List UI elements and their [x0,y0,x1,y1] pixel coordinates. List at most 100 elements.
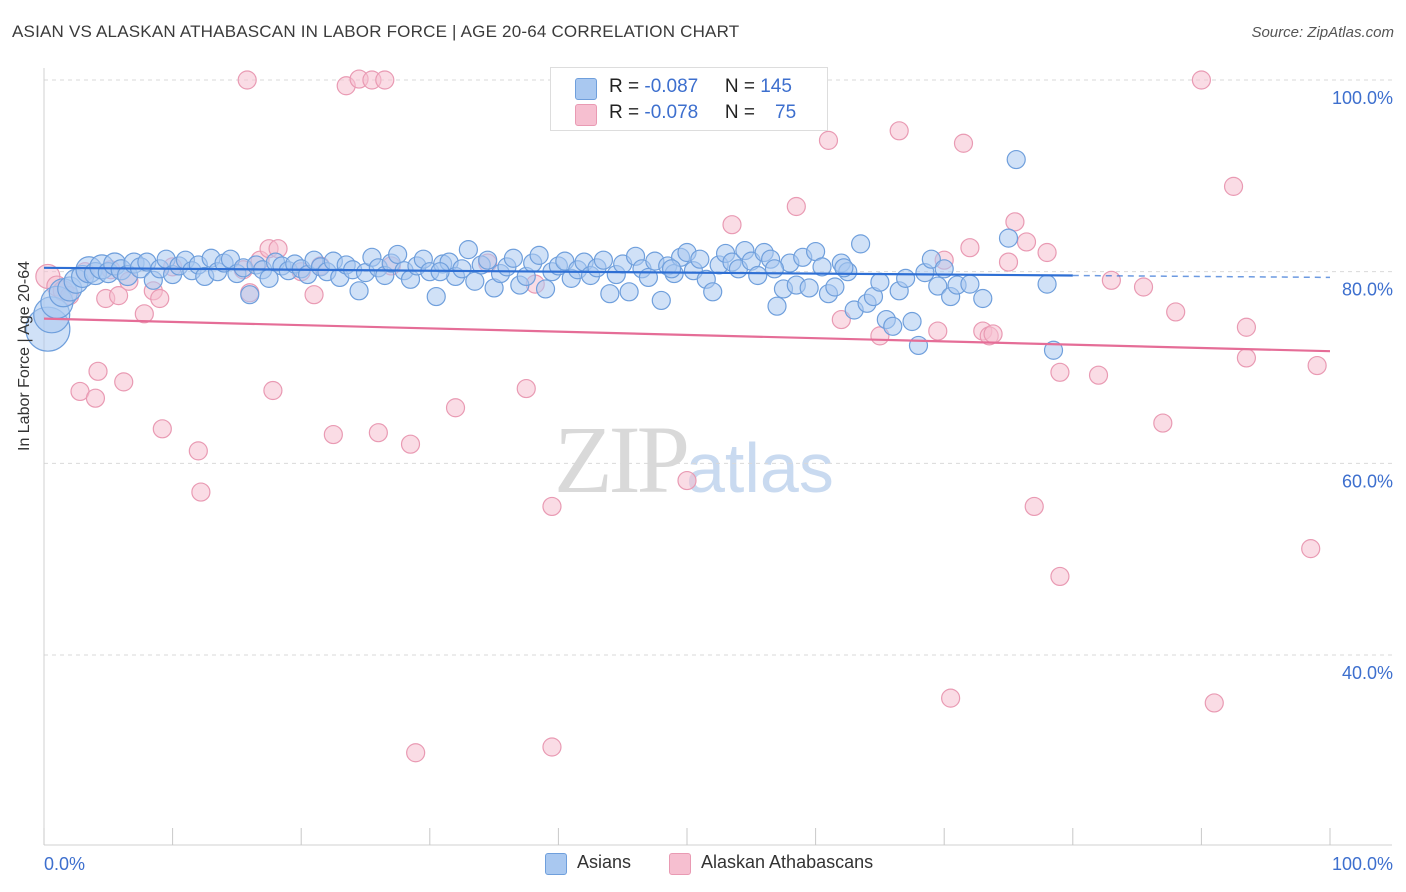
athabascans-point [1153,413,1173,433]
athabascans-n-label: N = [724,102,761,123]
watermark-zip: ZIP [554,406,690,513]
y-tick-label: 100.0% [1332,88,1393,108]
asians-point [661,259,682,279]
athabascans-point [263,380,283,401]
asians-point [834,258,854,278]
asians-legend-label: Asians [577,852,632,872]
asians-point [764,259,785,279]
athabascans-point [368,423,388,443]
axes-layer [43,68,1392,846]
athabascans-point [1016,232,1037,252]
asians-point [851,234,871,254]
athabascans-legend-label: Alaskan Athabascans [701,852,874,872]
athabascans-r-label: R = [609,102,645,123]
athabascans-legend-swatch [669,853,691,875]
asians-point [458,240,478,260]
athabascans-point [677,470,697,491]
asians-point [934,259,954,279]
asians-point [1037,274,1057,294]
asians-point [503,248,523,268]
asians-legend-swatch [545,853,567,875]
athabascans-point [998,252,1019,272]
athabascans-r-value: -0.078 [644,102,699,123]
athabascans-point [1133,277,1154,297]
athabascans-point [1223,176,1244,196]
asians-n-value: 145 [760,76,792,97]
athabascans-point [114,372,134,392]
grid-layer [44,79,1392,656]
asians-point [896,268,916,288]
athabascans-point [375,70,395,90]
athabascans-point [445,398,466,418]
athabascans-point [516,378,536,399]
trend-layer [43,266,1331,353]
asians-point [452,259,472,279]
asians-point [529,245,549,265]
watermark-atlas: atlas [686,429,834,507]
asians-point [478,250,498,270]
athabascans-swatch [575,104,597,126]
athabascans-point [1191,70,1212,90]
asians-point [902,311,922,332]
asians-point [908,335,929,356]
athabascans-point [1204,693,1224,713]
x-tick-label-min: 0.0% [44,854,85,874]
asians-points [25,149,1064,360]
asians-point [619,282,639,302]
asians-point [767,296,787,316]
asians-trend-line [43,266,1073,277]
athabascans-point [818,130,839,150]
athabascans-point [304,285,324,305]
athabascans-point [786,196,806,217]
athabascans-point [400,434,421,454]
asians-point [973,288,993,309]
athabascans-point [191,482,211,502]
asians-point [465,271,485,291]
athabascans-point [1005,212,1025,232]
asians-point [690,249,710,269]
athabascans-n-value: 75 [775,102,797,123]
asians-swatch [575,78,597,100]
asians-point [1006,149,1026,170]
tick-labels: 40.0% 60.0% 80.0% 100.0% 0.0% 100.0% [44,88,1393,874]
athabascans-point [831,309,851,330]
athabascans-point [960,238,980,258]
asians-point [921,249,941,269]
asians-point [1043,340,1064,360]
asians-point [960,274,980,294]
asians-point [593,250,614,270]
asians-point [998,228,1019,248]
asians-point [651,290,671,311]
asians-point [748,265,768,286]
athabascans-point [134,304,154,324]
athabascans-points [35,69,1327,763]
athabascans-point [88,361,108,381]
chart-source: Source: ZipAtlas.com [1251,24,1394,41]
athabascans-point [188,441,208,461]
athabascans-point [1236,317,1257,337]
athabascans-point [1050,362,1070,382]
athabascans-point [889,121,909,141]
asians-point [825,277,845,297]
athabascans-trend-line [43,317,1331,353]
asians-point [240,285,260,305]
y-tick-label: 60.0% [1342,471,1393,491]
athabascans-point [1088,365,1109,385]
asians-point [799,278,819,298]
asians-point [426,286,446,307]
athabascans-point [1050,566,1070,587]
asians-n-label: N = [724,76,761,97]
asians-point [812,257,832,277]
asians-r-value: -0.087 [644,76,699,97]
y-tick-label: 40.0% [1342,663,1393,683]
athabascans-point [1037,242,1057,263]
athabascans-point [983,324,1003,344]
athabascans-point [1101,270,1121,290]
athabascans-point [108,286,129,306]
athabascans-point [928,321,948,341]
athabascans-point [85,388,106,408]
athabascans-point [237,70,257,90]
asians-point [388,244,408,265]
athabascans-point [953,133,974,153]
